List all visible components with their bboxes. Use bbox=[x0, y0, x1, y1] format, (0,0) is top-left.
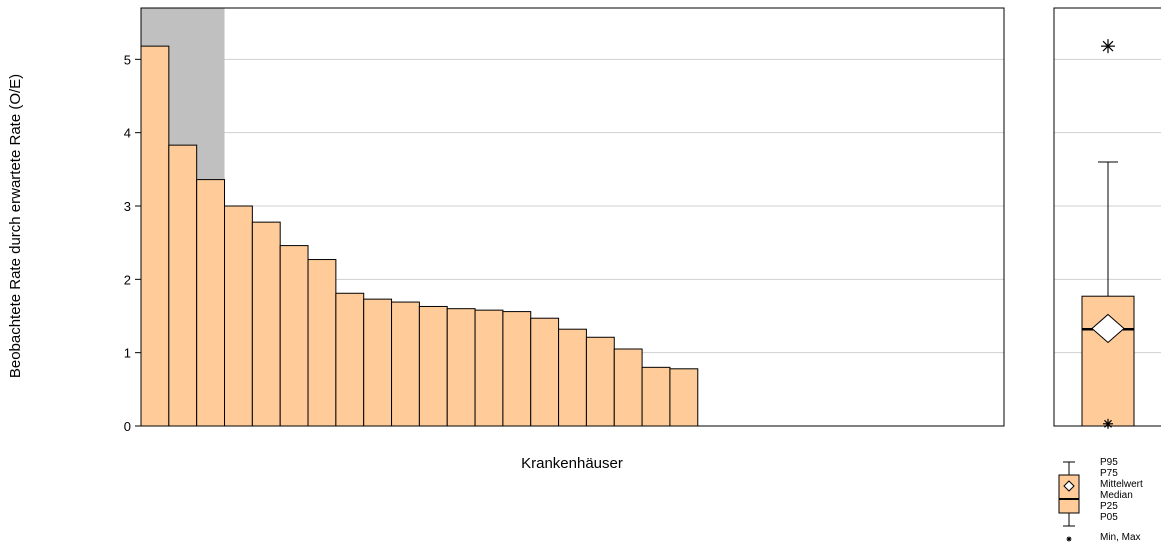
boxplot-panel-frame bbox=[1053, 7, 1161, 427]
bar-20 bbox=[669, 368, 699, 427]
min-marker bbox=[1103, 418, 1113, 429]
bar-15 bbox=[530, 317, 560, 427]
bar-7 bbox=[307, 259, 337, 427]
legend-label-1: P75 bbox=[1100, 468, 1118, 479]
y-tick-label-5: 5 bbox=[124, 52, 131, 67]
y-tick-label-4: 4 bbox=[124, 126, 131, 141]
bars bbox=[140, 45, 699, 427]
bar-6 bbox=[279, 245, 309, 427]
bar-5 bbox=[251, 221, 281, 427]
bar-8 bbox=[335, 292, 365, 427]
bar-3 bbox=[196, 179, 226, 427]
bar-2 bbox=[168, 144, 198, 427]
bar-11 bbox=[418, 305, 448, 427]
legend-label-3: Median bbox=[1100, 490, 1133, 501]
legend-label-4: P25 bbox=[1100, 501, 1118, 512]
legend-label-2: Mittelwert bbox=[1100, 479, 1143, 490]
bar-17 bbox=[585, 336, 615, 427]
mean-diamond bbox=[1091, 313, 1125, 344]
main-plot-frame bbox=[140, 7, 1005, 427]
y-axis-ticks: 0 1 2 3 4 5 bbox=[124, 52, 141, 434]
legend-label-5: P05 bbox=[1100, 512, 1118, 523]
legend-star-icon bbox=[1066, 536, 1072, 542]
boxplot bbox=[1081, 39, 1135, 429]
bar-13 bbox=[474, 309, 504, 427]
bar-16 bbox=[558, 328, 587, 427]
y-tick-label-2: 2 bbox=[124, 272, 131, 287]
legend-star-stroke-3 bbox=[1066, 536, 1072, 542]
y-tick-label-1: 1 bbox=[124, 346, 131, 361]
bar-1 bbox=[140, 45, 170, 427]
y-tick-label-3: 3 bbox=[124, 199, 131, 214]
bar-10 bbox=[391, 301, 420, 427]
bar-19 bbox=[641, 366, 671, 427]
legend-mean-diamond bbox=[1063, 480, 1075, 492]
legend-label-0: P95 bbox=[1100, 457, 1118, 468]
bar-14 bbox=[502, 311, 532, 427]
max-marker bbox=[1101, 39, 1115, 54]
bar-12 bbox=[446, 308, 476, 427]
bar-4 bbox=[224, 205, 253, 427]
max-marker-stroke-3 bbox=[1102, 40, 1114, 52]
bar-18 bbox=[613, 348, 643, 427]
x-axis-label: Krankenhäuser bbox=[521, 455, 623, 472]
y-tick-label-0: 0 bbox=[124, 419, 131, 434]
bar-9 bbox=[363, 298, 393, 427]
legend-label-6: Min, Max bbox=[1100, 532, 1141, 543]
y-axis-label: Beobachtete Rate durch erwartete Rate (O… bbox=[7, 74, 24, 378]
